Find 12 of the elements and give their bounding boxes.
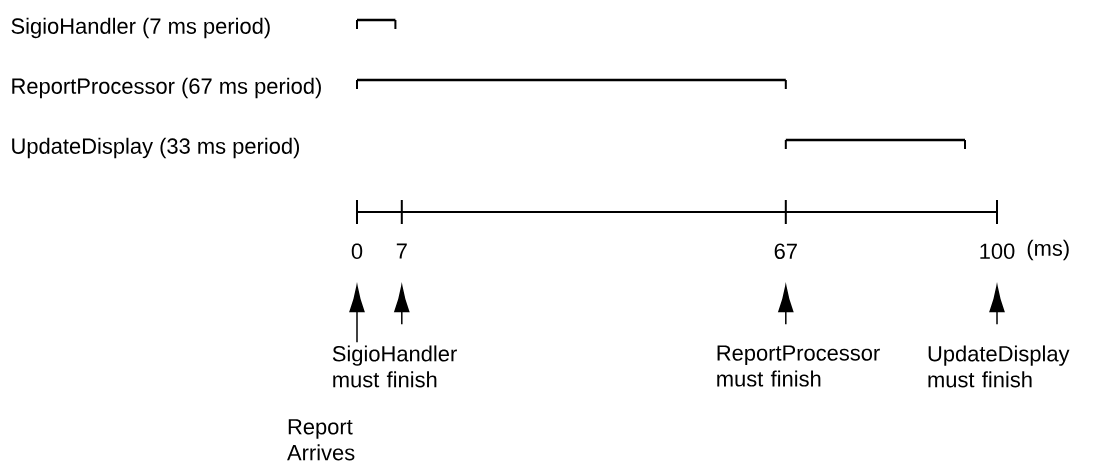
x-axis-title: (ms) (1027, 239, 1069, 261)
text: ReportProcessor must finish (717, 345, 880, 387)
text: Report Arrives (287, 419, 355, 461)
x-tick-label: 7 (396, 243, 407, 259)
x-tick-label: 67 (774, 243, 797, 260)
text: UpdateDisplay must finish (928, 345, 1070, 388)
x-tick-label: 100 (980, 243, 1015, 260)
x-tick-label: 0 (351, 243, 363, 260)
text: SigioHandler must finish (332, 345, 457, 388)
y-tick-label: SigioHandler (7 ms period) (11, 17, 270, 39)
y-tick-label: ReportProcessor (67 ms period) (12, 77, 321, 99)
y-tick-label: UpdateDisplay (33 ms period) (12, 137, 300, 159)
